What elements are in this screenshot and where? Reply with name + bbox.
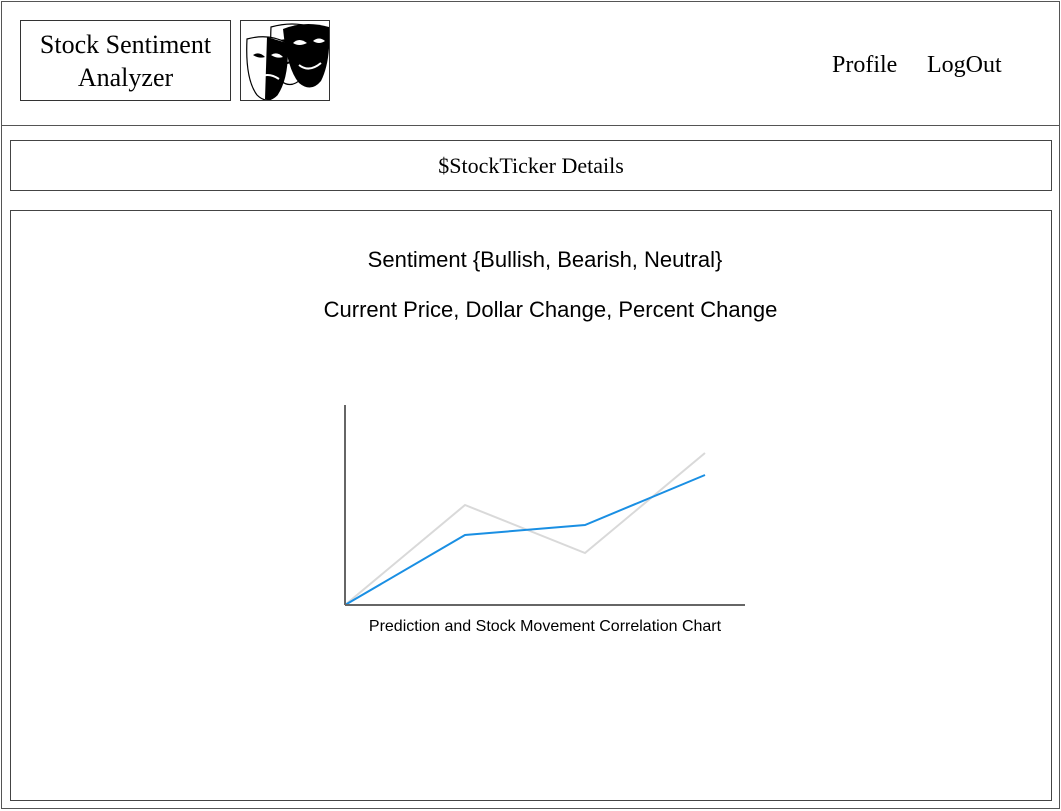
ticker-details-bar: $StockTicker Details xyxy=(10,140,1052,191)
app-title: Stock Sentiment Analyzer xyxy=(20,20,231,101)
sentiment-text: Sentiment {Bullish, Bearish, Neutral} xyxy=(367,247,723,272)
theater-masks-icon xyxy=(246,23,329,100)
details-panel xyxy=(10,210,1052,801)
app-title-text: Stock Sentiment Analyzer xyxy=(39,29,212,92)
series-line-1 xyxy=(344,474,706,606)
profile-link[interactable]: Profile xyxy=(832,52,898,78)
logout-link[interactable]: LogOut xyxy=(927,52,1002,78)
chart-title: Prediction and Stock Movement Correlatio… xyxy=(368,618,722,635)
correlation-chart xyxy=(344,405,745,606)
ticker-title: $StockTicker Details xyxy=(438,152,624,178)
price-text: Current Price, Dollar Change, Percent Ch… xyxy=(323,297,778,322)
header-bar xyxy=(1,1,1060,126)
logo xyxy=(240,20,330,101)
